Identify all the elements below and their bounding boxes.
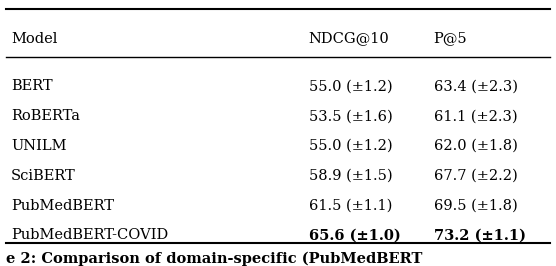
Text: e 2: Comparison of domain-specific (PubMedBERT: e 2: Comparison of domain-specific (PubM… [6, 252, 422, 266]
Text: 65.6 (±1.0): 65.6 (±1.0) [309, 228, 400, 242]
Text: 63.4 (±2.3): 63.4 (±2.3) [434, 80, 518, 93]
Text: 58.9 (±1.5): 58.9 (±1.5) [309, 169, 392, 183]
Text: 61.1 (±2.3): 61.1 (±2.3) [434, 109, 517, 123]
Text: BERT: BERT [11, 80, 53, 93]
Text: 61.5 (±1.1): 61.5 (±1.1) [309, 199, 392, 213]
Text: NDCG@10: NDCG@10 [309, 32, 389, 45]
Text: 53.5 (±1.6): 53.5 (±1.6) [309, 109, 393, 123]
Text: PubMedBERT: PubMedBERT [11, 199, 114, 213]
Text: RoBERTa: RoBERTa [11, 109, 80, 123]
Text: PubMedBERT-COVID: PubMedBERT-COVID [11, 228, 168, 242]
Text: SciBERT: SciBERT [11, 169, 76, 183]
Text: UNILM: UNILM [11, 139, 67, 153]
Text: 55.0 (±1.2): 55.0 (±1.2) [309, 139, 392, 153]
Text: 73.2 (±1.1): 73.2 (±1.1) [434, 228, 525, 242]
Text: 62.0 (±1.8): 62.0 (±1.8) [434, 139, 518, 153]
Text: 67.7 (±2.2): 67.7 (±2.2) [434, 169, 518, 183]
Text: 69.5 (±1.8): 69.5 (±1.8) [434, 199, 518, 213]
Text: Model: Model [11, 32, 57, 45]
Text: 55.0 (±1.2): 55.0 (±1.2) [309, 80, 392, 93]
Text: P@5: P@5 [434, 32, 467, 45]
